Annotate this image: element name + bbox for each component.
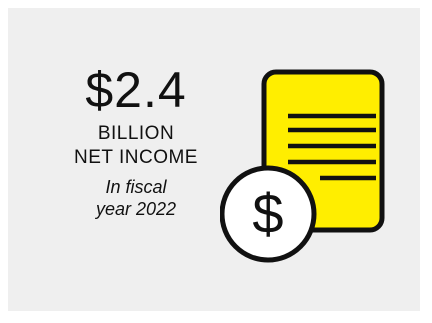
income-illustration: $	[220, 69, 385, 263]
stat-block: $2.4 BILLION NET INCOME In fiscal year 2…	[62, 62, 210, 220]
dollar-coin-icon: $	[220, 165, 317, 263]
stat-note: In fiscal year 2022	[62, 176, 210, 220]
income-icon-group: $	[220, 64, 410, 274]
coin-symbol: $	[252, 182, 283, 245]
stat-label: NET INCOME	[74, 147, 198, 168]
stat-unit: BILLION	[97, 123, 175, 144]
stat-note-line-2: year 2022	[95, 199, 177, 219]
stat-amount: $2.4	[85, 62, 187, 118]
stat-note-line-1: In fiscal	[105, 177, 167, 197]
